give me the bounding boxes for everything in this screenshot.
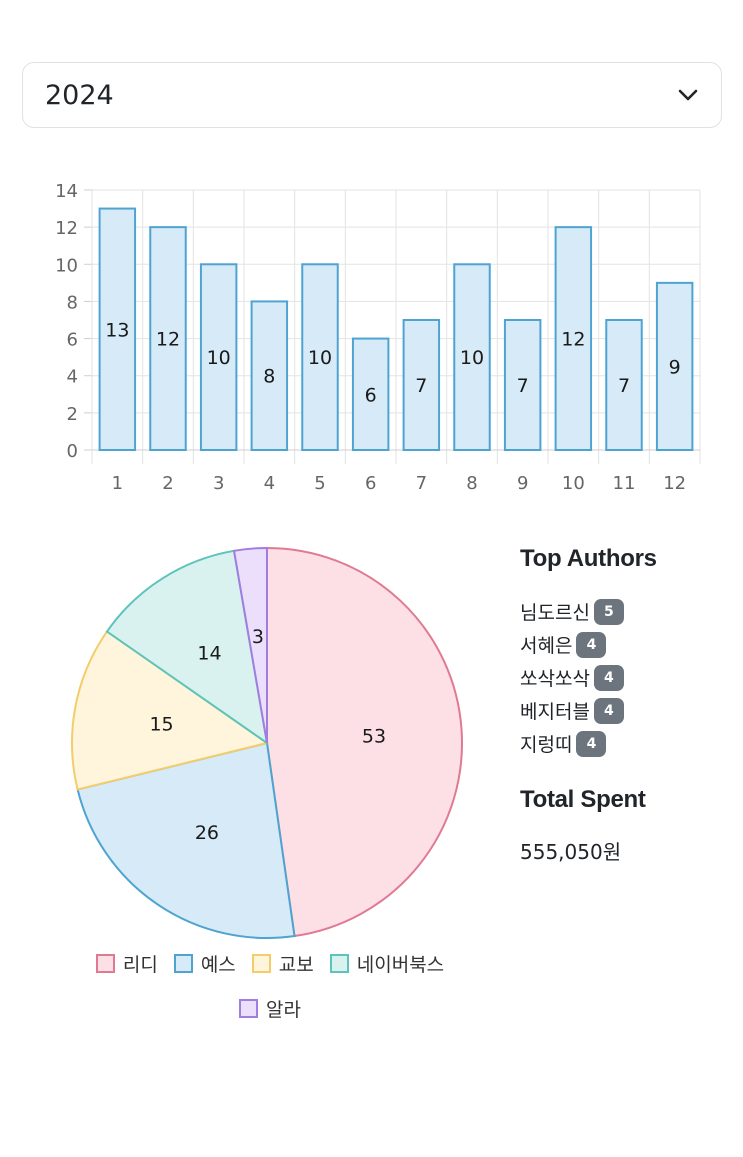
author-name: 서혜은: [520, 635, 573, 657]
author-name: 님도르신: [520, 602, 590, 624]
bar: [351, 337, 390, 451]
total-spent-title: Total Spent: [520, 786, 646, 813]
legend-swatch: [173, 954, 193, 973]
bar-value-label: 12: [561, 329, 585, 351]
bar-value-label: 7: [618, 375, 630, 397]
x-tick-label: 7: [416, 473, 427, 494]
author-item: 지렁띠 4: [520, 727, 735, 760]
author-count-badge: 4: [576, 631, 607, 658]
x-tick-label: 3: [213, 473, 224, 494]
bar-value-label: 9: [669, 356, 681, 378]
top-authors-list: 님도르신 5 서혜은 4 쏘삭쏘삭 4 베지터블 4 지렁띠 4: [520, 595, 735, 760]
legend-item[interactable]: 네이버북스: [329, 950, 445, 977]
bar-value-label: 6: [365, 384, 377, 406]
bar-value-label: 8: [263, 366, 275, 388]
y-tick-label: 10: [55, 255, 78, 276]
legend-swatch: [239, 999, 259, 1018]
bar-value-label: 7: [415, 375, 427, 397]
legend-label: 리디: [122, 954, 158, 976]
pie-slice-label: 3: [252, 626, 264, 648]
monthly-bar-chart: 0 2 4 6 8 10 12 14 13 1 12 2 10 3 8 4 10 5 6 6 7 7 10 8 7 9 12 10 7 1…: [55, 181, 701, 494]
pie-slice: [71, 630, 270, 791]
legend-swatch: [329, 954, 349, 973]
author-item: 님도르신 5: [520, 595, 735, 628]
top-authors-title: Top Authors: [520, 545, 657, 572]
author-item: 베지터블 4: [520, 694, 735, 727]
bar: [453, 263, 491, 451]
x-tick-label: 4: [264, 473, 275, 494]
legend-label: 네이버북스: [356, 954, 445, 976]
legend-item[interactable]: 알라: [239, 995, 301, 1022]
x-tick-label: 1: [112, 473, 123, 494]
x-tick-label: 10: [562, 473, 585, 494]
bar: [503, 319, 542, 451]
author-item: 쏘삭쏘삭 4: [520, 661, 735, 694]
author-name: 베지터블: [520, 701, 590, 723]
x-tick-label: 2: [162, 473, 173, 494]
bar-value-label: 13: [105, 319, 129, 341]
author-name: 지렁띠: [520, 734, 573, 756]
x-tick-label: 6: [365, 473, 376, 494]
bar-value-label: 10: [460, 347, 484, 369]
x-tick-label: 9: [517, 473, 528, 494]
bar-value-label: 7: [517, 375, 529, 397]
bar: [199, 263, 238, 451]
legend-row: 알라: [60, 995, 480, 1022]
bar: [301, 263, 339, 451]
pie-slice: [266, 546, 463, 938]
author-count-badge: 4: [576, 730, 607, 757]
author-count-badge: 5: [593, 598, 624, 625]
total-spent-value: 555,050원: [520, 840, 622, 864]
bar: [98, 207, 137, 452]
author-item: 서혜은 4: [520, 628, 735, 661]
author-count-badge: 4: [593, 664, 624, 691]
legend-label: 교보: [278, 954, 314, 976]
legend-item[interactable]: 예스: [173, 950, 236, 977]
legend-swatch: [251, 954, 271, 973]
bar: [149, 226, 187, 452]
bar: [655, 281, 694, 451]
bar: [402, 319, 441, 451]
pie-slice: [76, 741, 296, 939]
legend-label: 예스: [200, 954, 236, 976]
pie-slice: [105, 549, 269, 746]
bar: [250, 300, 289, 451]
x-tick-label: 11: [613, 473, 636, 494]
y-tick-label: 4: [67, 367, 78, 388]
bar-value-label: 10: [207, 347, 231, 369]
legend-item[interactable]: 교보: [251, 950, 314, 977]
y-tick-label: 12: [55, 218, 78, 239]
legend-item[interactable]: 리디: [95, 950, 158, 977]
bar: [605, 319, 643, 451]
x-tick-label: 8: [466, 473, 477, 494]
chevron-down-icon: [677, 84, 699, 106]
bar-value-label: 12: [156, 329, 180, 351]
x-tick-label: 5: [314, 473, 325, 494]
legend-row: 리디 예스 교보 네이버북스: [60, 950, 480, 977]
pie-slice-label: 15: [149, 713, 173, 735]
y-tick-label: 2: [67, 404, 78, 425]
pie-slice: [232, 546, 268, 744]
legend-label: 알라: [266, 999, 301, 1021]
bar: [554, 226, 593, 452]
pie-slice-label: 53: [362, 725, 386, 747]
x-tick-label: 12: [663, 473, 686, 494]
year-select-value: 2024: [45, 79, 114, 111]
author-name: 쏘삭쏘삭: [520, 668, 590, 690]
side-panel: Top Authors 님도르신 5 서혜은 4 쏘삭쏘삭 4 베지터블 4 지…: [520, 545, 735, 865]
year-select[interactable]: 2024: [22, 62, 722, 128]
y-tick-label: 6: [67, 330, 78, 351]
bar-value-label: 10: [308, 347, 332, 369]
y-tick-label: 8: [67, 292, 78, 313]
author-count-badge: 4: [593, 697, 624, 724]
store-pie-chart: 53 26 15 14 3: [71, 546, 463, 939]
legend-swatch: [95, 954, 115, 973]
pie-slice-label: 14: [197, 642, 221, 664]
y-tick-label: 0: [67, 441, 78, 462]
y-tick-label: 14: [55, 181, 78, 202]
pie-slice-label: 26: [195, 822, 219, 844]
